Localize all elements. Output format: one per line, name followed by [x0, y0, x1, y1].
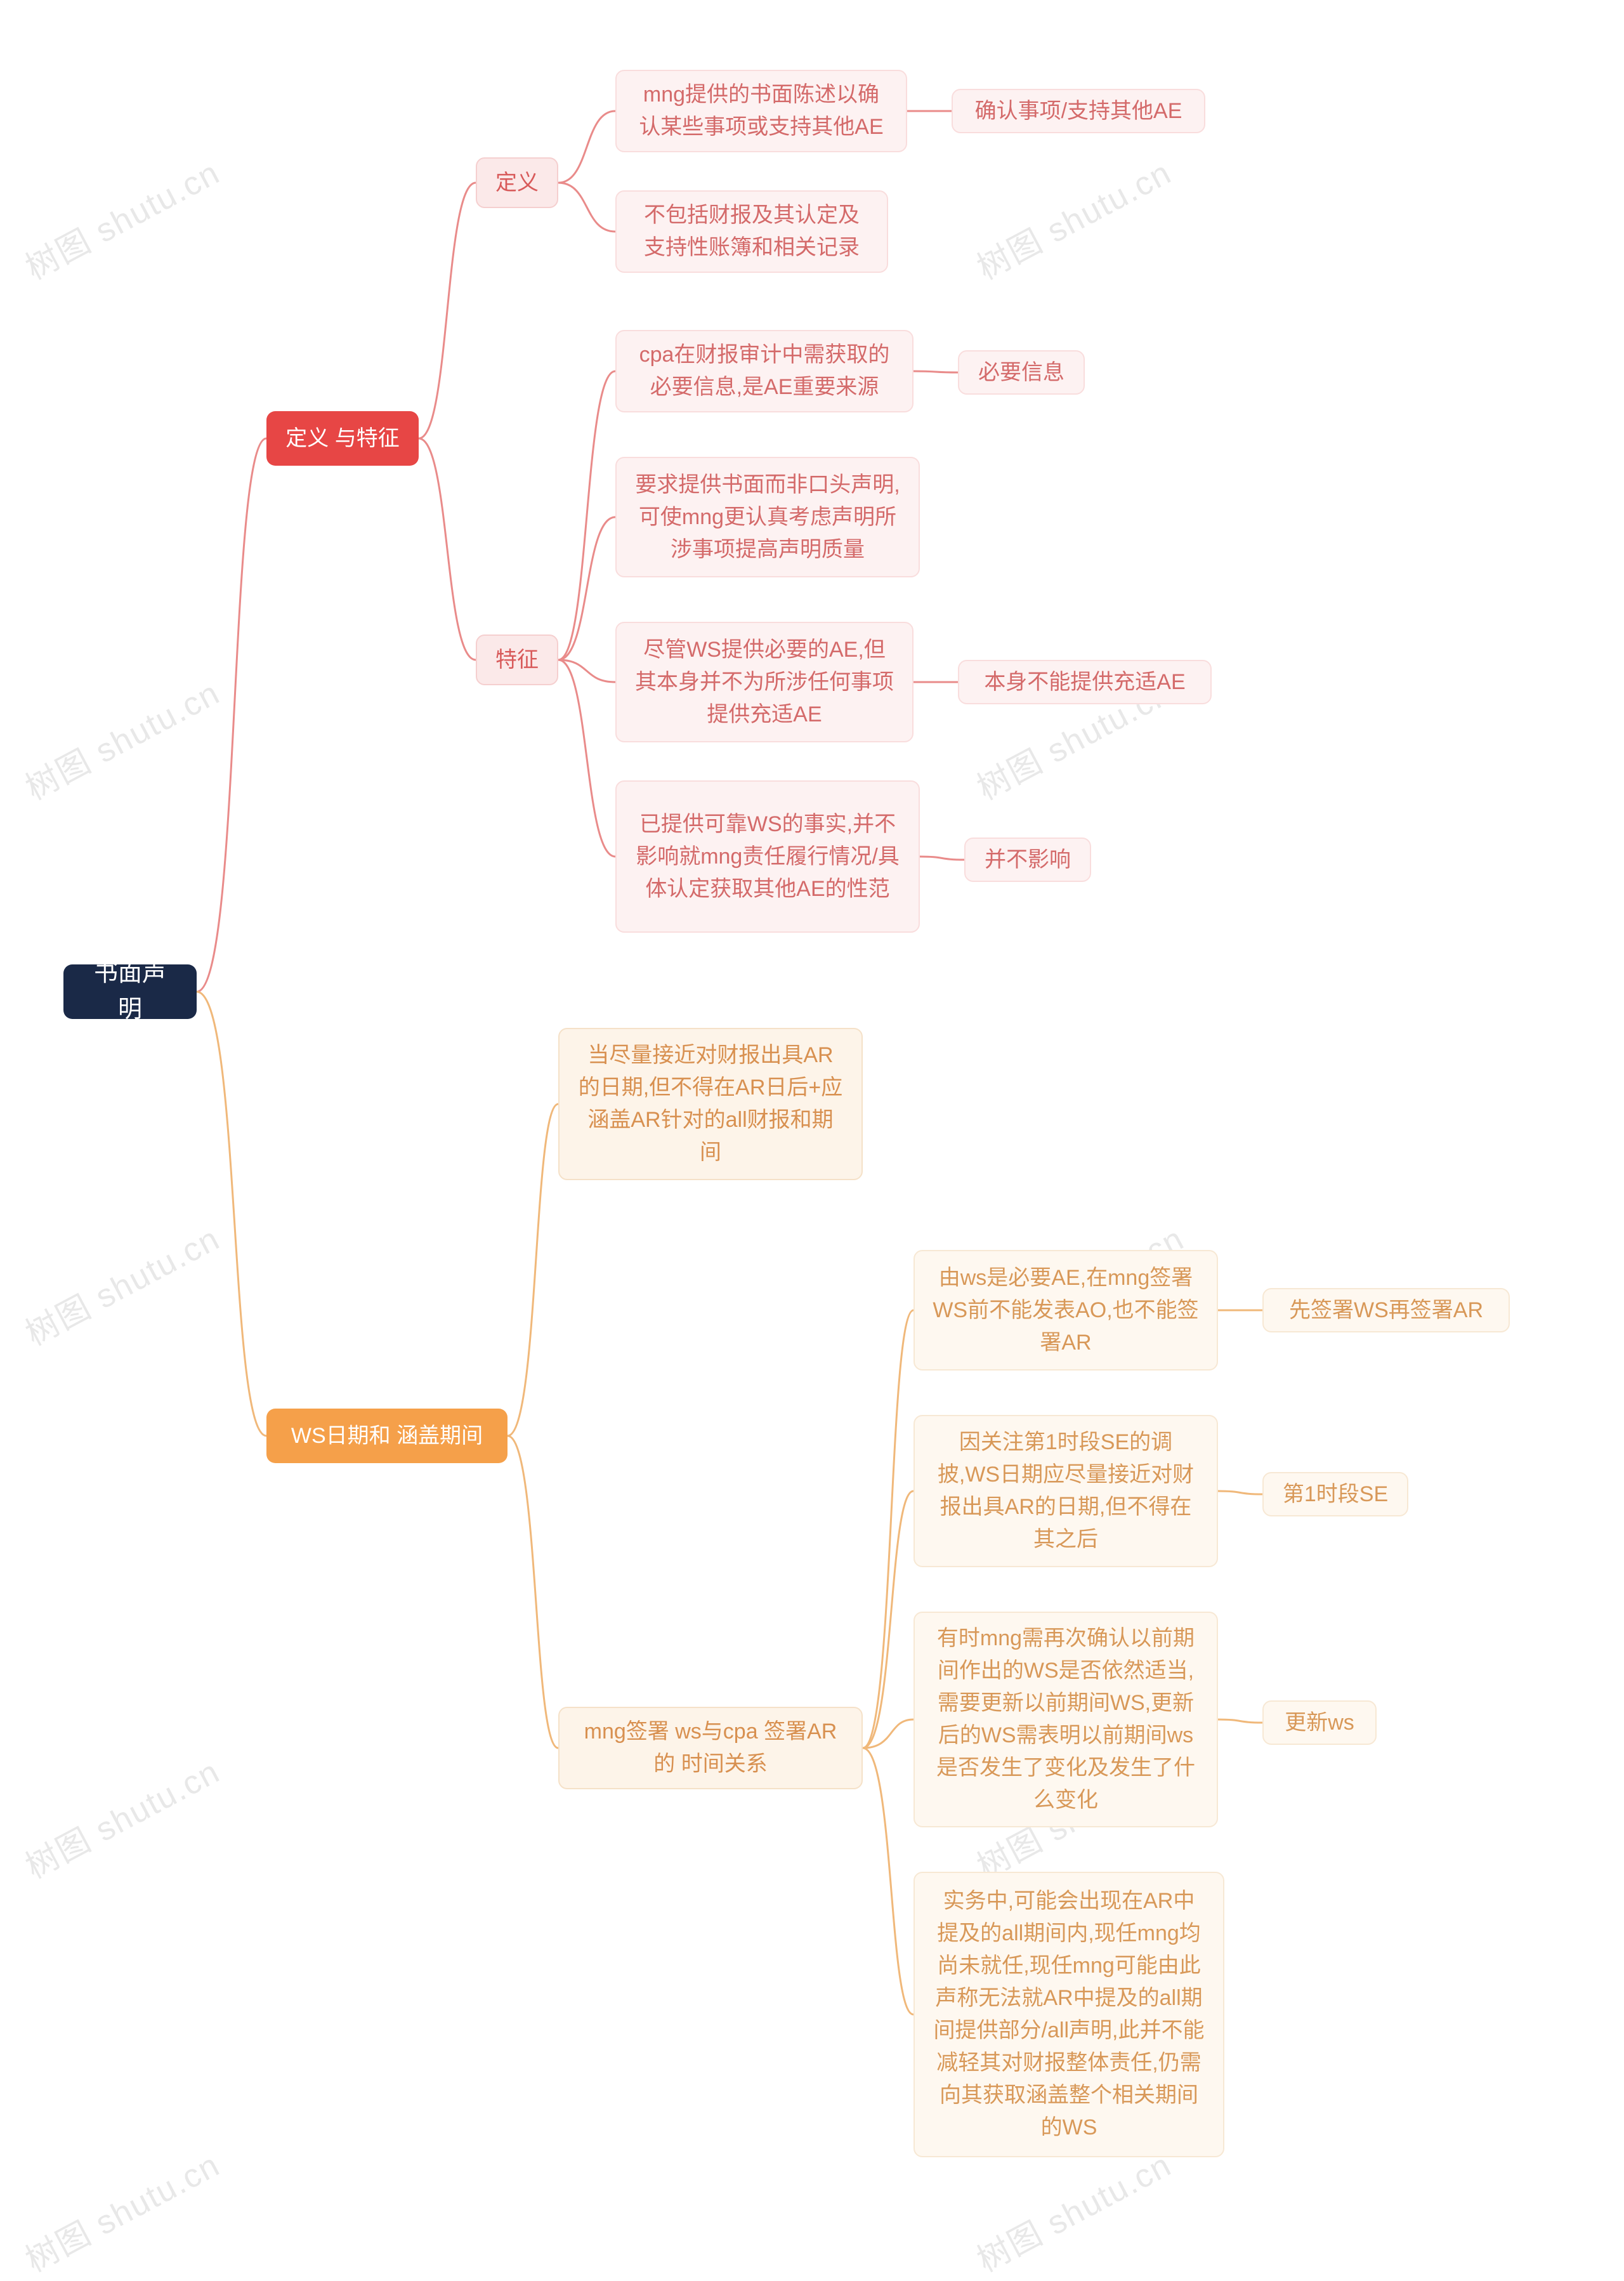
branch-ws-date-period: WS日期和 涵盖期间 — [266, 1409, 508, 1463]
node-B2d: 实务中,可能会出现在AR中提及的all期间内,现任mng均尚未就任,现任mng可… — [914, 1872, 1224, 2157]
node-A2a: cpa在财报审计中需获取的必要信息,是AE重要来源 — [615, 330, 914, 412]
watermark: 树图 shutu.cn — [16, 667, 227, 809]
node-characteristics: 特征 — [476, 634, 558, 685]
watermark: 树图 shutu.cn — [967, 147, 1179, 289]
node-A1a: mng提供的书面陈述以确认某些事项或支持其他AE — [615, 70, 907, 152]
branch-definition-characteristics: 定义 与特征 — [266, 411, 419, 466]
watermark: 树图 shutu.cn — [967, 2139, 1179, 2281]
node-A1a1: 确认事项/支持其他AE — [952, 89, 1205, 133]
node-A2d1: 并不影响 — [964, 838, 1091, 882]
node-A2c1: 本身不能提供充适AE — [958, 660, 1212, 704]
node-A2c: 尽管WS提供必要的AE,但其本身并不为所涉任何事项提供充适AE — [615, 622, 914, 742]
node-definition: 定义 — [476, 157, 558, 208]
node-B1: 当尽量接近对财报出具AR的日期,但不得在AR日后+应涵盖AR针对的all财报和期… — [558, 1028, 863, 1180]
node-A1b: 不包括财报及其认定及支持性账簿和相关记录 — [615, 190, 888, 273]
watermark: 树图 shutu.cn — [16, 147, 227, 289]
node-B2a: 由ws是必要AE,在mng签署WS前不能发表AO,也不能签署AR — [914, 1250, 1218, 1371]
watermark: 树图 shutu.cn — [16, 1213, 227, 1355]
node-B2a1: 先签署WS再签署AR — [1262, 1288, 1510, 1332]
node-A2d: 已提供可靠WS的事实,并不影响就mng责任履行情况/具体认定获取其他AE的性范 — [615, 780, 920, 933]
node-B2b: 因关注第1时段SE的调披,WS日期应尽量接近对财报出具AR的日期,但不得在其之后 — [914, 1415, 1218, 1567]
root-node: 书面声明 — [63, 964, 197, 1019]
node-A2b: 要求提供书面而非口头声明,可使mng更认真考虑声明所涉事项提高声明质量 — [615, 457, 920, 577]
watermark: 树图 shutu.cn — [16, 1745, 227, 1888]
node-B2b1: 第1时段SE — [1262, 1472, 1408, 1516]
node-A2a1: 必要信息 — [958, 350, 1085, 395]
node-B2: mng签署 ws与cpa 签署AR的 时间关系 — [558, 1707, 863, 1789]
node-B2c1: 更新ws — [1262, 1700, 1377, 1745]
node-B2c: 有时mng需再次确认以前期间作出的WS是否依然适当,需要更新以前期间WS,更新后… — [914, 1612, 1218, 1827]
watermark: 树图 shutu.cn — [16, 2139, 227, 2281]
